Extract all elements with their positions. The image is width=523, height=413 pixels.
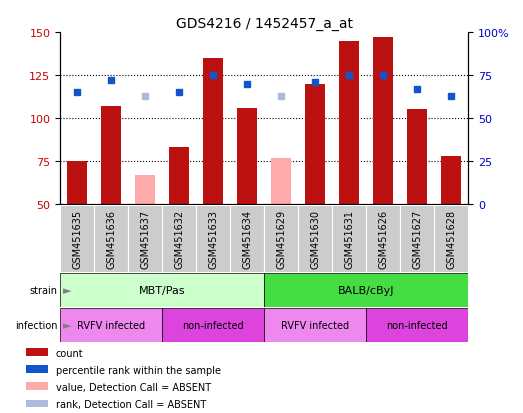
Text: percentile rank within the sample: percentile rank within the sample <box>55 365 221 375</box>
Bar <box>162 205 196 273</box>
Bar <box>441 157 461 204</box>
Text: GSM451636: GSM451636 <box>106 209 116 268</box>
Text: GSM451628: GSM451628 <box>446 209 456 268</box>
Bar <box>305 85 325 204</box>
Bar <box>60 309 162 342</box>
Text: non-infected: non-infected <box>386 320 448 330</box>
Bar <box>162 309 264 342</box>
Bar <box>264 273 468 308</box>
Bar <box>271 158 291 204</box>
Text: GSM451629: GSM451629 <box>276 209 286 268</box>
Bar <box>203 59 223 204</box>
Text: strain: strain <box>29 286 58 296</box>
Bar <box>298 205 332 273</box>
Bar <box>26 400 48 408</box>
Text: RVFV infected: RVFV infected <box>281 320 349 330</box>
Bar <box>26 382 48 390</box>
Bar <box>407 110 427 204</box>
Bar <box>94 205 128 273</box>
Bar <box>400 205 434 273</box>
Bar <box>339 42 359 204</box>
Text: GSM451631: GSM451631 <box>344 209 354 268</box>
Bar <box>237 109 257 204</box>
Text: GSM451633: GSM451633 <box>208 209 218 268</box>
Text: GSM451627: GSM451627 <box>412 209 422 268</box>
Bar <box>264 205 298 273</box>
Bar <box>366 309 468 342</box>
Bar <box>332 205 366 273</box>
Bar <box>196 205 230 273</box>
Text: rank, Detection Call = ABSENT: rank, Detection Call = ABSENT <box>55 399 206 409</box>
Text: RVFV infected: RVFV infected <box>77 320 145 330</box>
Bar <box>230 205 264 273</box>
Text: value, Detection Call = ABSENT: value, Detection Call = ABSENT <box>55 382 211 392</box>
Bar <box>101 107 121 204</box>
Text: MBT/Pas: MBT/Pas <box>139 285 186 296</box>
Bar <box>26 348 48 356</box>
Text: GSM451626: GSM451626 <box>378 209 388 268</box>
Text: GSM451630: GSM451630 <box>310 209 320 268</box>
Text: GSM451635: GSM451635 <box>72 209 82 268</box>
Text: ►: ► <box>63 286 71 296</box>
Bar <box>67 161 87 204</box>
Title: GDS4216 / 1452457_a_at: GDS4216 / 1452457_a_at <box>176 17 353 31</box>
Bar <box>60 273 264 308</box>
Text: GSM451632: GSM451632 <box>174 209 184 268</box>
Text: infection: infection <box>15 320 58 330</box>
Text: BALB/cByJ: BALB/cByJ <box>338 285 394 296</box>
Bar <box>26 365 48 373</box>
Text: ►: ► <box>63 320 71 330</box>
Bar <box>169 148 189 204</box>
Text: non-infected: non-infected <box>183 320 244 330</box>
Text: GSM451634: GSM451634 <box>242 209 252 268</box>
Text: count: count <box>55 348 83 358</box>
Bar <box>60 205 94 273</box>
Bar <box>135 175 155 204</box>
Bar <box>128 205 162 273</box>
Text: GSM451637: GSM451637 <box>140 209 150 268</box>
Bar <box>366 205 400 273</box>
Bar <box>264 309 366 342</box>
Bar <box>434 205 468 273</box>
Bar <box>373 38 393 204</box>
